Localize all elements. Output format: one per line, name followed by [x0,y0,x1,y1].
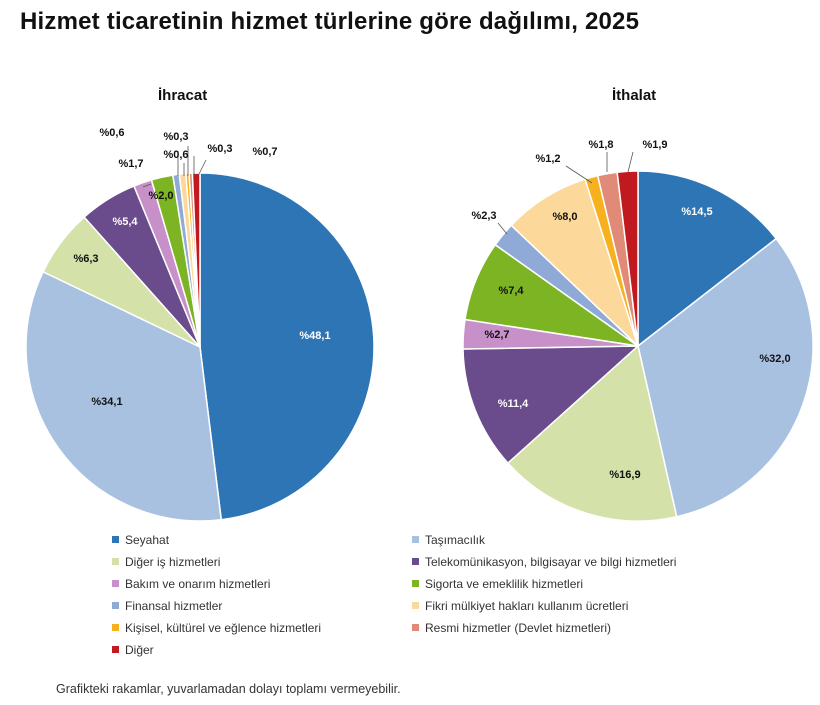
data-label: %32,0 [759,353,790,365]
pie-slice [462,345,640,465]
pie-slice [637,237,814,518]
footnote: Grafikteki rakamlar, yuvarlamadan dolayı… [56,682,401,696]
pie-slice [637,170,778,348]
chart-title-ithalat: İthalat [612,87,657,104]
pie-slice [506,344,678,522]
legend-item: Sigorta ve emeklilik hizmetleri [412,577,583,591]
pie-slice [616,170,639,347]
legend-swatch [412,558,419,566]
legend-label: Finansal hizmetler [125,599,223,613]
legend-label: Bakım ve onarım hizmetleri [125,577,271,591]
data-label: %1,2 [535,153,560,165]
legend-label: Sigorta ve emeklilik hizmetleri [425,577,584,591]
legend-label: Resmi hizmetler (Devlet hizmetleri) [425,621,612,635]
pie-slice [191,172,201,348]
data-label: %0,3 [207,143,232,155]
data-label: %7,4 [498,285,524,297]
data-label: %1,9 [642,139,667,151]
page-title: Hizmet ticaretinin hizmet türlerine göre… [20,8,640,35]
data-label: %5,4 [112,216,138,228]
data-label: %6,3 [73,253,98,265]
pie-charts: %48,1 %34,1 %6,3 %5,4 %1,7 %2,0 %0,6 %0,6 %0,3 %0… [25,127,814,522]
legend-swatch [112,602,119,610]
legend-swatch [112,558,119,566]
data-label: %2,7 [484,329,509,341]
data-label: %0,6 [163,149,188,161]
leader-line [565,165,593,184]
data-label: %48,1 [299,330,330,342]
legend-swatch [112,536,119,544]
legend-label: Diğer iş hizmetleri [125,555,221,569]
legend-item: Telekomünikasyon, bilgisayar ve bilgi hi… [412,555,676,569]
data-label: %0,6 [99,127,124,139]
data-label: %2,3 [471,210,496,222]
data-label: %34,1 [91,396,122,408]
pie-ihracat: %48,1 %34,1 %6,3 %5,4 %1,7 %2,0 %0,6 %0,6 %0,3 %0… [25,127,375,522]
legend-label: Kişisel, kültürel ve eğlence hizmetleri [125,621,322,635]
legend-item: Resmi hizmetler (Devlet hizmetleri) [412,621,611,635]
data-label: %14,5 [681,206,712,218]
chart-title-ihracat: İhracat [158,87,208,104]
data-label: %16,9 [609,469,640,481]
legend-swatch [112,624,119,632]
legend-item: Finansal hizmetler [112,599,222,613]
legend-item: Taşımacılık [412,533,485,547]
data-label: %8,0 [552,211,577,223]
legend-swatch [412,624,419,632]
legend-label: Telekomünikasyon, bilgisayar ve bilgi hi… [425,555,677,569]
legend-label: Taşımacılık [425,533,486,547]
legend-swatch [412,580,419,588]
legend-label: Fikri mülkiyet hakları kullanım ücretler… [425,599,629,613]
leader-line [197,159,207,177]
legend-label: Seyahat [125,533,170,547]
data-label: %0,3 [163,131,188,143]
data-label: %1,8 [588,139,613,151]
legend-swatch [412,536,419,544]
legend-swatch [112,646,119,654]
data-label: %0,7 [252,146,277,158]
legend-item: Diğer [112,643,154,657]
legend-item: Fikri mülkiyet hakları kullanım ücretler… [412,599,628,613]
legend-item: Diğer iş hizmetleri [112,555,220,569]
leader-line [627,151,634,173]
leader-line [142,183,152,188]
legend-item: Kişisel, kültürel ve eğlence hizmetleri [112,621,321,635]
data-label: %1,7 [118,158,143,170]
legend-swatch [112,580,119,588]
data-label: %11,4 [498,398,529,410]
legend-label: Diğer [125,643,154,657]
data-label: %2,0 [148,190,173,202]
legend-item: Seyahat [112,533,169,547]
leader-line [497,222,508,235]
pie-slice [199,172,375,521]
pie-ithalat: %14,5 %32,0 %16,9 %11,4 %2,7 %7,4 %2,3 %8,0 %1,2… [462,139,814,522]
legend-item: Bakım ve onarım hizmetleri [112,577,270,591]
legend-swatch [412,602,419,610]
